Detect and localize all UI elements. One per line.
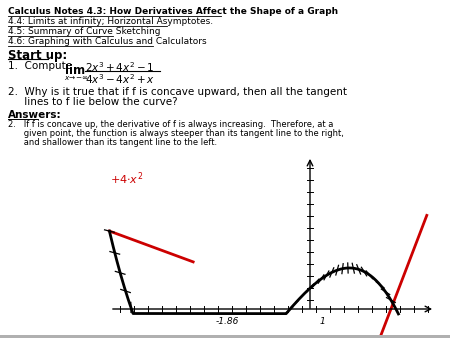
Bar (0, 335, 450, 338)
Text: 1.  Compute: 1. Compute (8, 61, 76, 71)
Text: 4.4: Limits at infinity; Horizontal Asymptotes.: 4.4: Limits at infinity; Horizontal Asym… (8, 17, 213, 26)
Text: Calculus Notes 4.3: How Derivatives Affect the Shape of a Graph: Calculus Notes 4.3: How Derivatives Affe… (8, 7, 338, 16)
Bar (105, 148, 440, 327)
Text: 2.   If f is concave up, the derivative of f is always increasing.  Therefore, a: 2. If f is concave up, the derivative of… (8, 120, 333, 129)
Text: Answers:: Answers: (8, 110, 62, 120)
Text: $+4{\cdot}x^2$: $+4{\cdot}x^2$ (110, 170, 143, 187)
Text: lines to f lie below the curve?: lines to f lie below the curve? (8, 97, 178, 107)
Text: given point, the function is always steeper than its tangent line to the right,: given point, the function is always stee… (8, 129, 344, 138)
Text: 2.  Why is it true that if f is concave upward, then all the tangent: 2. Why is it true that if f is concave u… (8, 87, 347, 97)
Text: Start up:: Start up: (8, 49, 67, 62)
Text: lim: lim (65, 64, 85, 77)
Text: $4x^3-4x^2+x$: $4x^3-4x^2+x$ (85, 72, 155, 86)
Text: and shallower than its tangent line to the left.: and shallower than its tangent line to t… (8, 138, 217, 147)
Text: 4.5: Summary of Curve Sketching: 4.5: Summary of Curve Sketching (8, 27, 161, 36)
Text: 1: 1 (319, 317, 325, 326)
Text: -1.86: -1.86 (215, 317, 238, 326)
Text: 4.6: Graphing with Calculus and Calculators: 4.6: Graphing with Calculus and Calculat… (8, 37, 207, 46)
Text: $x\!\to\!{-\infty}$: $x\!\to\!{-\infty}$ (64, 74, 88, 82)
Text: $2x^3+4x^2-1$: $2x^3+4x^2-1$ (85, 60, 154, 74)
